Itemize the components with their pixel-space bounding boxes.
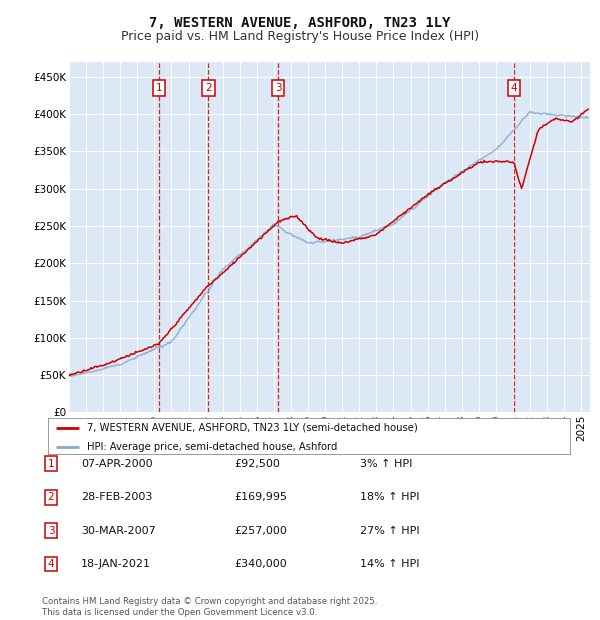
Text: 28-FEB-2003: 28-FEB-2003 [81, 492, 152, 502]
Text: 4: 4 [511, 83, 517, 93]
Text: £340,000: £340,000 [234, 559, 287, 569]
Text: 07-APR-2000: 07-APR-2000 [81, 459, 152, 469]
Text: 1: 1 [155, 83, 162, 93]
Text: 18-JAN-2021: 18-JAN-2021 [81, 559, 151, 569]
Text: 27% ↑ HPI: 27% ↑ HPI [360, 526, 419, 536]
Text: 30-MAR-2007: 30-MAR-2007 [81, 526, 156, 536]
Text: 3% ↑ HPI: 3% ↑ HPI [360, 459, 412, 469]
Text: 3: 3 [47, 526, 55, 536]
Text: 7, WESTERN AVENUE, ASHFORD, TN23 1LY (semi-detached house): 7, WESTERN AVENUE, ASHFORD, TN23 1LY (se… [87, 423, 418, 433]
Text: Price paid vs. HM Land Registry's House Price Index (HPI): Price paid vs. HM Land Registry's House … [121, 30, 479, 43]
Text: £169,995: £169,995 [234, 492, 287, 502]
Text: 2: 2 [47, 492, 55, 502]
Text: 7, WESTERN AVENUE, ASHFORD, TN23 1LY: 7, WESTERN AVENUE, ASHFORD, TN23 1LY [149, 16, 451, 30]
Text: 4: 4 [47, 559, 55, 569]
Text: 1: 1 [47, 459, 55, 469]
Text: 2: 2 [205, 83, 212, 93]
Text: Contains HM Land Registry data © Crown copyright and database right 2025.
This d: Contains HM Land Registry data © Crown c… [42, 598, 377, 617]
Text: £257,000: £257,000 [234, 526, 287, 536]
Text: 14% ↑ HPI: 14% ↑ HPI [360, 559, 419, 569]
Text: HPI: Average price, semi-detached house, Ashford: HPI: Average price, semi-detached house,… [87, 441, 338, 451]
Text: £92,500: £92,500 [234, 459, 280, 469]
Text: 3: 3 [275, 83, 281, 93]
Text: 18% ↑ HPI: 18% ↑ HPI [360, 492, 419, 502]
